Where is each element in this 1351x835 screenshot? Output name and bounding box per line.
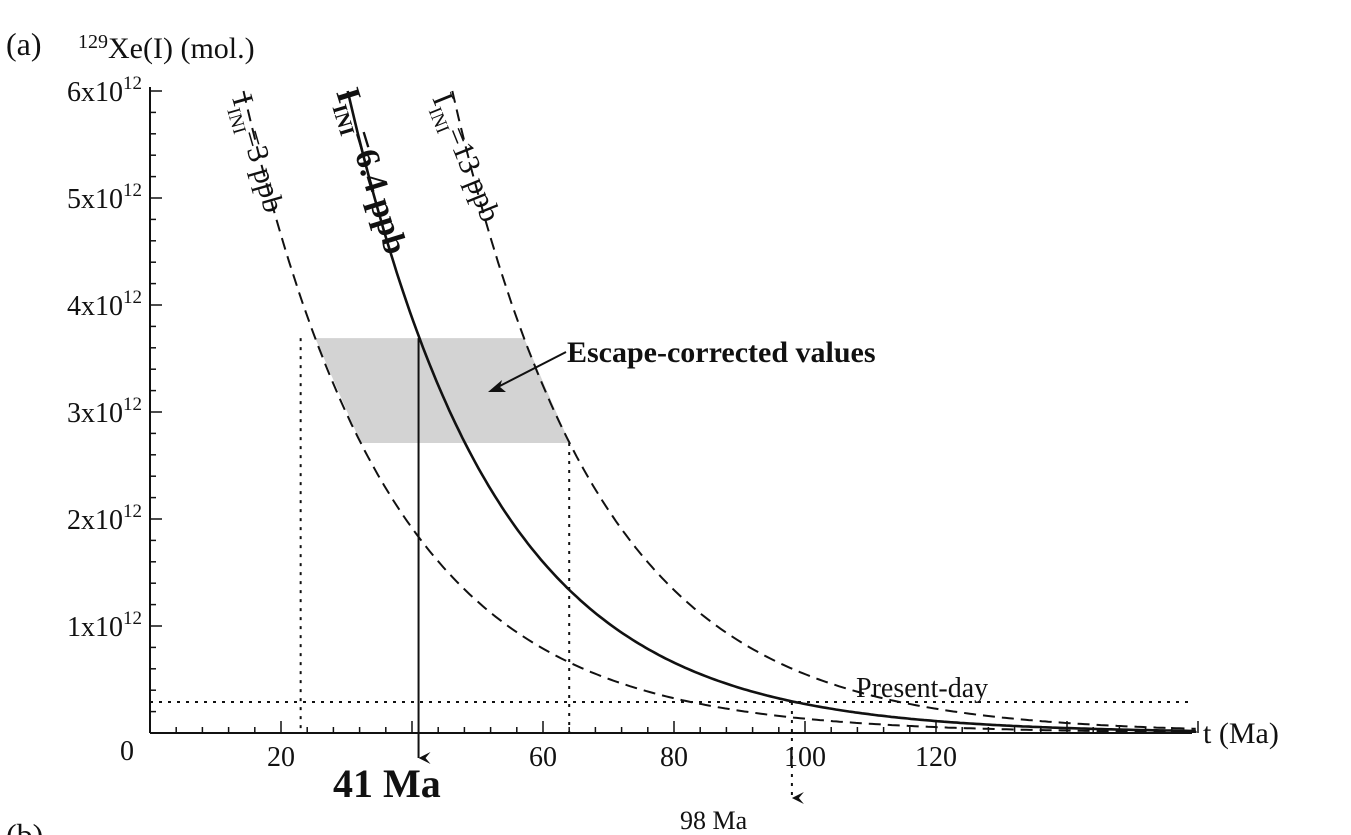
- y-tick-label: 2x1012: [67, 501, 142, 536]
- band-annotation-arrow: [491, 351, 567, 391]
- y-tick-label-exponent: 12: [123, 501, 142, 522]
- y-tick-label-base: 6x10: [67, 77, 123, 108]
- curve-label-text: IINI=13 ppb: [420, 88, 507, 229]
- y-tick-label: 1x1012: [67, 608, 142, 643]
- y-tick-label: 4x1012: [67, 287, 142, 322]
- x-tick-label: 0: [120, 736, 134, 767]
- y-tick-label-base: 2x10: [67, 505, 123, 536]
- x-axis-label: t (Ma): [1203, 717, 1279, 750]
- curve-label-value: =13 ppb: [439, 122, 507, 227]
- escape-corrected-band: [315, 338, 570, 444]
- y-tick-label: 6x1012: [67, 73, 142, 108]
- x-tick-label: 120: [915, 742, 957, 773]
- curve-label-text: IINI=6.4 ppb: [324, 84, 414, 261]
- band-annotation-label: Escape-corrected values: [567, 336, 876, 369]
- present-day-label: Present-day: [856, 673, 988, 704]
- marker-label-41ma: 41 Ma: [333, 761, 441, 806]
- curve-label-text: IINI=3 ppb: [220, 91, 291, 218]
- curves-layer: [242, 90, 1197, 733]
- y-tick-label: 5x1012: [67, 180, 142, 215]
- y-tick-label-base: 4x10: [67, 291, 123, 322]
- escape-corrected-band-layer: [315, 338, 570, 444]
- y-tick-label-base: 5x10: [67, 184, 123, 215]
- curve-label-2: IINI=13 ppb: [420, 88, 507, 229]
- y-tick-label-exponent: 12: [123, 73, 142, 94]
- panel-label-b: (b): [6, 817, 43, 835]
- y-axis-label-main: Xe(I) (mol.): [108, 32, 255, 65]
- curve-label-1: IINI=6.4 ppb: [324, 84, 414, 261]
- x-tick-label: 80: [660, 742, 688, 773]
- x-tick-label: 20: [267, 742, 295, 773]
- curve-series-0: [242, 90, 1197, 733]
- y-tick-label-exponent: 12: [123, 608, 142, 629]
- y-tick-label: 3x1012: [67, 394, 142, 429]
- y-tick-label-exponent: 12: [123, 394, 142, 415]
- reference-lines-layer: [150, 338, 1192, 804]
- curve-series-2: [451, 90, 1196, 730]
- x-tick-label: 60: [529, 742, 557, 773]
- panel-label-a: (a): [6, 26, 42, 62]
- band-annotation-arrowhead: [488, 380, 506, 392]
- curve-series-1: [346, 90, 1196, 733]
- curve-label-value: =6.4 ppb: [341, 126, 414, 258]
- y-tick-label-exponent: 12: [123, 180, 142, 201]
- y-tick-label-base: 1x10: [67, 612, 123, 643]
- y-axis-label: 129Xe(I) (mol.): [78, 31, 255, 65]
- marker-label-98ma: 98 Ma: [680, 806, 748, 835]
- y-tick-label-exponent: 12: [123, 287, 142, 308]
- curve-label-0: IINI=3 ppb: [220, 91, 291, 218]
- curve-label-value: =3 ppb: [235, 126, 290, 216]
- y-axis-label-superscript: 129: [78, 31, 108, 53]
- y-tick-label-base: 3x10: [67, 398, 123, 429]
- x-tick-label: 100: [784, 742, 826, 773]
